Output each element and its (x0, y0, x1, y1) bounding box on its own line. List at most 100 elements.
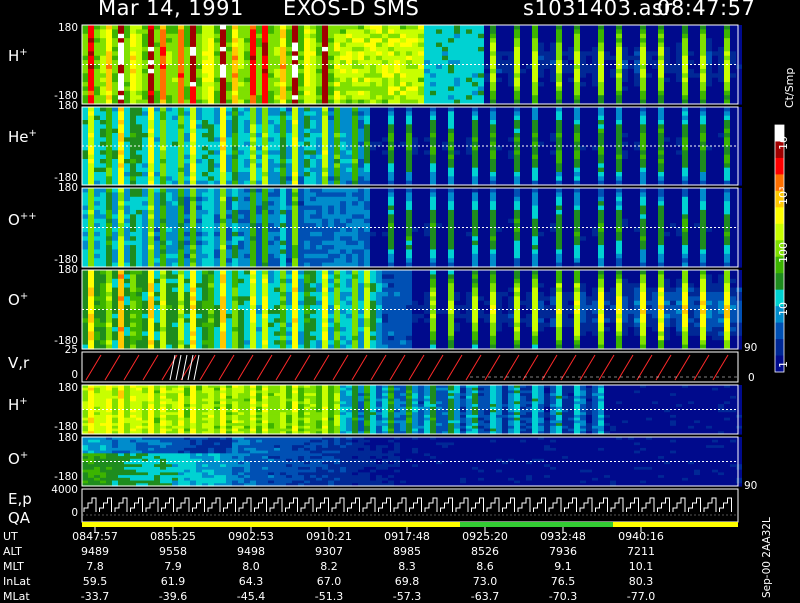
panel-he-plus-cell (214, 116, 220, 121)
panel-he-plus-cell (412, 124, 418, 129)
panel-h-plus-cell (688, 91, 694, 96)
panel-he-plus-cell (172, 111, 178, 116)
panel-h-plus-cell (238, 86, 244, 91)
panel-o-plusplus-cell (178, 192, 184, 197)
panel-h-plus-cell (142, 95, 148, 100)
panel-h-plus-cell (346, 65, 352, 70)
panel-he-plus-cell (376, 124, 382, 129)
panel-he-plus-cell (616, 159, 622, 164)
panel-he-plus-cell (424, 120, 430, 125)
panel-he-plus-cell (322, 172, 328, 177)
panel-h-plus-cell (526, 29, 532, 34)
panel-he-plus-cell (568, 163, 574, 168)
panel-o-plusplus-cell (340, 249, 346, 254)
panel-h-plus-cell (166, 25, 172, 30)
panel-h-plus-cell (574, 38, 580, 43)
panel-h-plus-cell (496, 56, 502, 61)
panel-o-plusplus-cell (118, 241, 124, 246)
panel-he-plus-cell (292, 163, 298, 168)
panel-h-plus-cell (490, 82, 496, 87)
panel-he-plus-cell (508, 163, 514, 168)
panel-h-plus-cell (484, 47, 490, 52)
panel-o-plusplus-cell (166, 241, 172, 246)
panel-he-plus-cell (142, 159, 148, 164)
panel-h-plus-cell (592, 95, 598, 100)
panel-h-plus-cell (334, 65, 340, 70)
panel-he-plus-cell (370, 155, 376, 160)
panel-h-plus-cell (394, 51, 400, 56)
panel-o-plusplus-cell (130, 258, 136, 263)
panel-o-plusplus-cell (94, 254, 100, 259)
panel-he-plus-cell (292, 124, 298, 129)
panel-o-plusplus-cell (352, 214, 358, 219)
panel-he-plus-cell (526, 146, 532, 151)
panel-he-plus-cell (700, 172, 706, 177)
panel-o-plusplus-cell (184, 192, 190, 197)
panel-he-plus-cell (442, 137, 448, 142)
panel-h-plus-cell (718, 82, 724, 87)
panel-he-plus-cell (166, 133, 172, 138)
panel-h-plus-cell (304, 95, 310, 100)
panel-he-plus-cell (376, 146, 382, 151)
panel-h-plus-cell (118, 34, 124, 39)
panel-h-plus-cell (172, 91, 178, 96)
panel-he-plus-cell (286, 150, 292, 155)
panel-o-plusplus-cell (406, 254, 412, 259)
panel-h-plus-cell (706, 47, 712, 52)
panel-he-plus-cell (226, 146, 232, 151)
panel-he-plus-cell (280, 111, 286, 116)
panel-h-plus-cell (316, 69, 322, 74)
panel-h-plus-cell (268, 56, 274, 61)
panel-h-plus-cell (442, 29, 448, 34)
panel-he-plus-cell (160, 124, 166, 129)
panel-h-plus-cell (172, 95, 178, 100)
panel-h-plus-cell (730, 86, 736, 91)
panel-he-plus-cell (622, 168, 628, 173)
panel-he-plus-cell (418, 155, 424, 160)
panel-he-plus-cell (214, 137, 220, 142)
panel-o-plusplus-cell (298, 232, 304, 237)
panel-h-plus-cell (244, 34, 250, 39)
panel-h-plus-cell (346, 51, 352, 56)
panel-o-plusplus-cell (382, 201, 388, 206)
panel-o-plusplus-cell (142, 214, 148, 219)
panel-h-plus-cell (316, 43, 322, 48)
panel-he-plus-cell (100, 116, 106, 121)
panel-he-plus-cell (136, 159, 142, 164)
panel-he-plus-cell (592, 124, 598, 129)
panel-he-plus-cell (118, 120, 124, 125)
panel-h-plus-cell (238, 65, 244, 70)
panel-o-plusplus-cell (418, 254, 424, 259)
panel-he-plus-cell (598, 137, 604, 142)
panel-he-plus-cell (118, 155, 124, 160)
panel-he-plus-cell (202, 116, 208, 121)
panel-o-plusplus-cell (298, 258, 304, 263)
panel-o-plusplus-cell (208, 201, 214, 206)
panel-h-plus-cell (622, 86, 628, 91)
panel-o-plusplus-cell (196, 236, 202, 241)
panel-h-plus-cell (184, 91, 190, 96)
panel-h-plus-cell (712, 69, 718, 74)
panel-he-plus-cell (256, 172, 262, 177)
panel-he-plus-cell (202, 120, 208, 125)
panel-he-plus-cell (526, 163, 532, 168)
panel-o-plusplus-cell (418, 245, 424, 250)
panel-h-plus-cell (520, 34, 526, 39)
panel-o-plusplus-cell (160, 236, 166, 241)
panel-he-plus-cell (82, 146, 88, 151)
panel-he-plus-cell (400, 172, 406, 177)
panel-o-plusplus-cell (334, 188, 340, 193)
panel-he-plus-cell (496, 111, 502, 116)
panel-o-plusplus-cell (136, 249, 142, 254)
panel-o-plusplus-cell (394, 241, 400, 246)
panel-he-plus-cell (496, 163, 502, 168)
panel-o-plusplus-cell (406, 258, 412, 263)
panel-o-plusplus-cell (244, 228, 250, 233)
panel-o-plusplus-cell (130, 228, 136, 233)
panel-o-plusplus-cell (352, 228, 358, 233)
panel-h-plus-cell (352, 43, 358, 48)
panel-o-plusplus-cell (364, 206, 370, 211)
panel-h-plus-cell (412, 65, 418, 70)
panel-h-plus-cell (478, 95, 484, 100)
panel-he-plus-cell (232, 163, 238, 168)
